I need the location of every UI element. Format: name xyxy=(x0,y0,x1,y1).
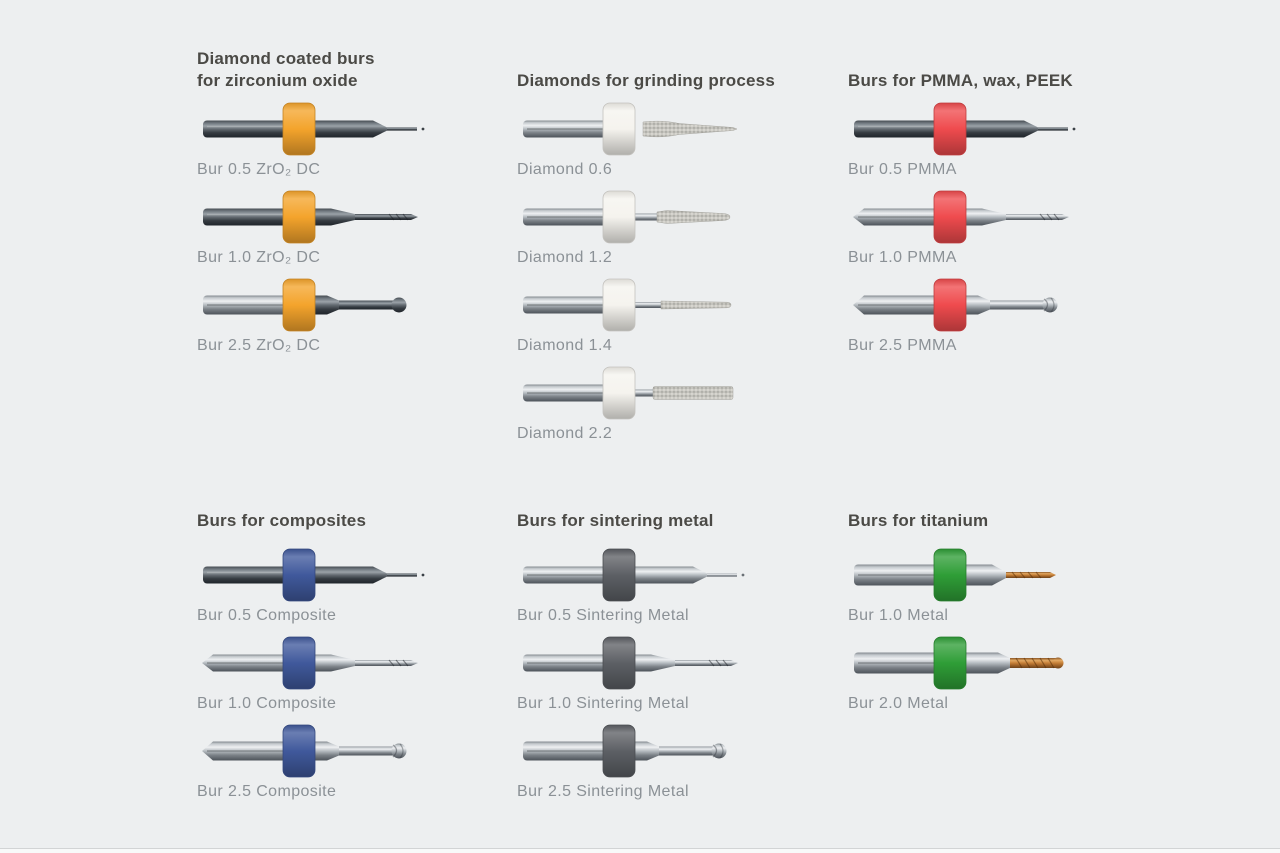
product-category-column: Diamond coated burs for zirconium oxide … xyxy=(197,48,512,363)
bur-illustration xyxy=(523,636,738,690)
bur-illustration xyxy=(523,278,732,332)
bur-image xyxy=(197,99,437,159)
bur-image xyxy=(197,187,437,247)
category-title: Burs for sintering metal xyxy=(517,511,714,530)
bottom-divider xyxy=(0,848,1280,853)
category-items: Bur 0.5 ZrO₂ DC Bur 1.0 ZrO₂ DC Bur 2.5 … xyxy=(197,99,512,363)
bur-image xyxy=(197,275,437,335)
bur-illustration xyxy=(203,548,425,602)
category-title: Diamonds for grinding process xyxy=(517,70,775,90)
product-category-column: Burs for titanium Bur 1.0 Metal Bur 2.0 … xyxy=(848,510,1163,721)
category-items: Bur 1.0 Metal Bur 2.0 Metal xyxy=(848,545,1163,721)
product-item: Bur 1.0 Metal xyxy=(848,545,1163,633)
bur-illustration xyxy=(523,724,727,778)
product-label: Bur 1.0 PMMA xyxy=(848,249,957,266)
product-item: Bur 1.0 PMMA xyxy=(848,187,1163,275)
product-category-column: Burs for sintering metal Bur 0.5 Sinteri… xyxy=(517,510,832,809)
bur-image xyxy=(848,633,1088,693)
product-label: Bur 0.5 PMMA xyxy=(848,161,957,178)
bur-illustration xyxy=(202,636,418,690)
product-item: Bur 2.5 Sintering Metal xyxy=(517,721,832,809)
product-item: Bur 0.5 PMMA xyxy=(848,99,1163,187)
product-item: Bur 2.5 Composite xyxy=(197,721,512,809)
product-label: Diamond 0.6 xyxy=(517,161,613,178)
bur-illustration xyxy=(203,278,407,332)
category-title: Burs for PMMA, wax, PEEK xyxy=(848,70,1073,90)
category-items: Bur 0.5 Composite Bur 1.0 Composite Bur … xyxy=(197,545,512,809)
bur-illustration xyxy=(523,190,731,244)
bur-illustration xyxy=(523,102,738,156)
bur-image xyxy=(517,275,757,335)
bur-illustration xyxy=(853,278,1058,332)
product-item: Diamond 2.2 xyxy=(517,363,832,451)
product-item: Diamond 1.4 xyxy=(517,275,832,363)
bur-image xyxy=(517,187,757,247)
product-item: Bur 0.5 ZrO₂ DC xyxy=(197,99,512,187)
product-label: Bur 0.5 Sintering Metal xyxy=(517,607,689,624)
bur-image xyxy=(197,633,437,693)
product-label: Bur 1.0 Composite xyxy=(197,695,337,712)
product-item: Bur 2.5 ZrO₂ DC xyxy=(197,275,512,363)
product-item: Bur 1.0 Sintering Metal xyxy=(517,633,832,721)
bur-image xyxy=(848,99,1088,159)
bur-image xyxy=(517,545,757,605)
product-label: Bur 0.5 Composite xyxy=(197,607,337,624)
bur-illustration xyxy=(853,190,1069,244)
product-label: Diamond 2.2 xyxy=(517,425,613,442)
product-item: Bur 0.5 Composite xyxy=(197,545,512,633)
bur-image xyxy=(517,721,757,781)
bur-image xyxy=(197,545,437,605)
bur-illustration xyxy=(203,102,425,156)
product-label: Bur 2.5 PMMA xyxy=(848,337,957,354)
bur-image xyxy=(848,187,1088,247)
bur-illustration xyxy=(854,636,1064,690)
product-category-column: Burs for PMMA, wax, PEEK Bur 0.5 PMMA Bu… xyxy=(848,48,1163,363)
product-item: Bur 0.5 Sintering Metal xyxy=(517,545,832,633)
product-category-column: Burs for composites Bur 0.5 Composite Bu… xyxy=(197,510,512,809)
product-label: Bur 1.0 Sintering Metal xyxy=(517,695,689,712)
bur-image xyxy=(848,275,1088,335)
product-label: Bur 2.0 Metal xyxy=(848,695,949,712)
bur-illustration xyxy=(523,548,745,602)
product-item: Diamond 1.2 xyxy=(517,187,832,275)
product-item: Bur 2.0 Metal xyxy=(848,633,1163,721)
bur-illustration xyxy=(203,190,418,244)
bur-illustration xyxy=(854,548,1056,602)
product-label: Diamond 1.2 xyxy=(517,249,613,266)
category-title: Burs for titanium xyxy=(848,511,989,530)
bur-image xyxy=(517,99,757,159)
product-label: Diamond 1.4 xyxy=(517,337,613,354)
product-label: Bur 2.5 Sintering Metal xyxy=(517,783,689,800)
product-item: Diamond 0.6 xyxy=(517,99,832,187)
product-label: Bur 2.5 Composite xyxy=(197,783,337,800)
bur-image xyxy=(517,633,757,693)
bur-image xyxy=(517,363,757,423)
category-title: Burs for composites xyxy=(197,511,367,530)
product-label: Bur 1.0 ZrO₂ DC xyxy=(197,249,321,266)
bur-image xyxy=(848,545,1088,605)
product-item: Bur 1.0 ZrO₂ DC xyxy=(197,187,512,275)
category-title: Diamond coated burs for zirconium oxide xyxy=(197,48,375,90)
product-label: Bur 1.0 Metal xyxy=(848,607,949,624)
category-items: Diamond 0.6 Diamond 1.2 Diamond 1.4 Diam… xyxy=(517,99,832,451)
category-items: Bur 0.5 PMMA Bur 1.0 PMMA Bur 2.5 PMMA xyxy=(848,99,1163,363)
bur-illustration xyxy=(202,724,407,778)
product-item: Bur 1.0 Composite xyxy=(197,633,512,721)
bur-illustration xyxy=(523,366,734,420)
product-item: Bur 2.5 PMMA xyxy=(848,275,1163,363)
product-label: Bur 2.5 ZrO₂ DC xyxy=(197,337,321,354)
product-label: Bur 0.5 ZrO₂ DC xyxy=(197,161,321,178)
bur-illustration xyxy=(854,102,1076,156)
bur-image xyxy=(197,721,437,781)
product-category-column: Diamonds for grinding process Diamond 0.… xyxy=(517,48,832,451)
category-items: Bur 0.5 Sintering Metal Bur 1.0 Sinterin… xyxy=(517,545,832,809)
